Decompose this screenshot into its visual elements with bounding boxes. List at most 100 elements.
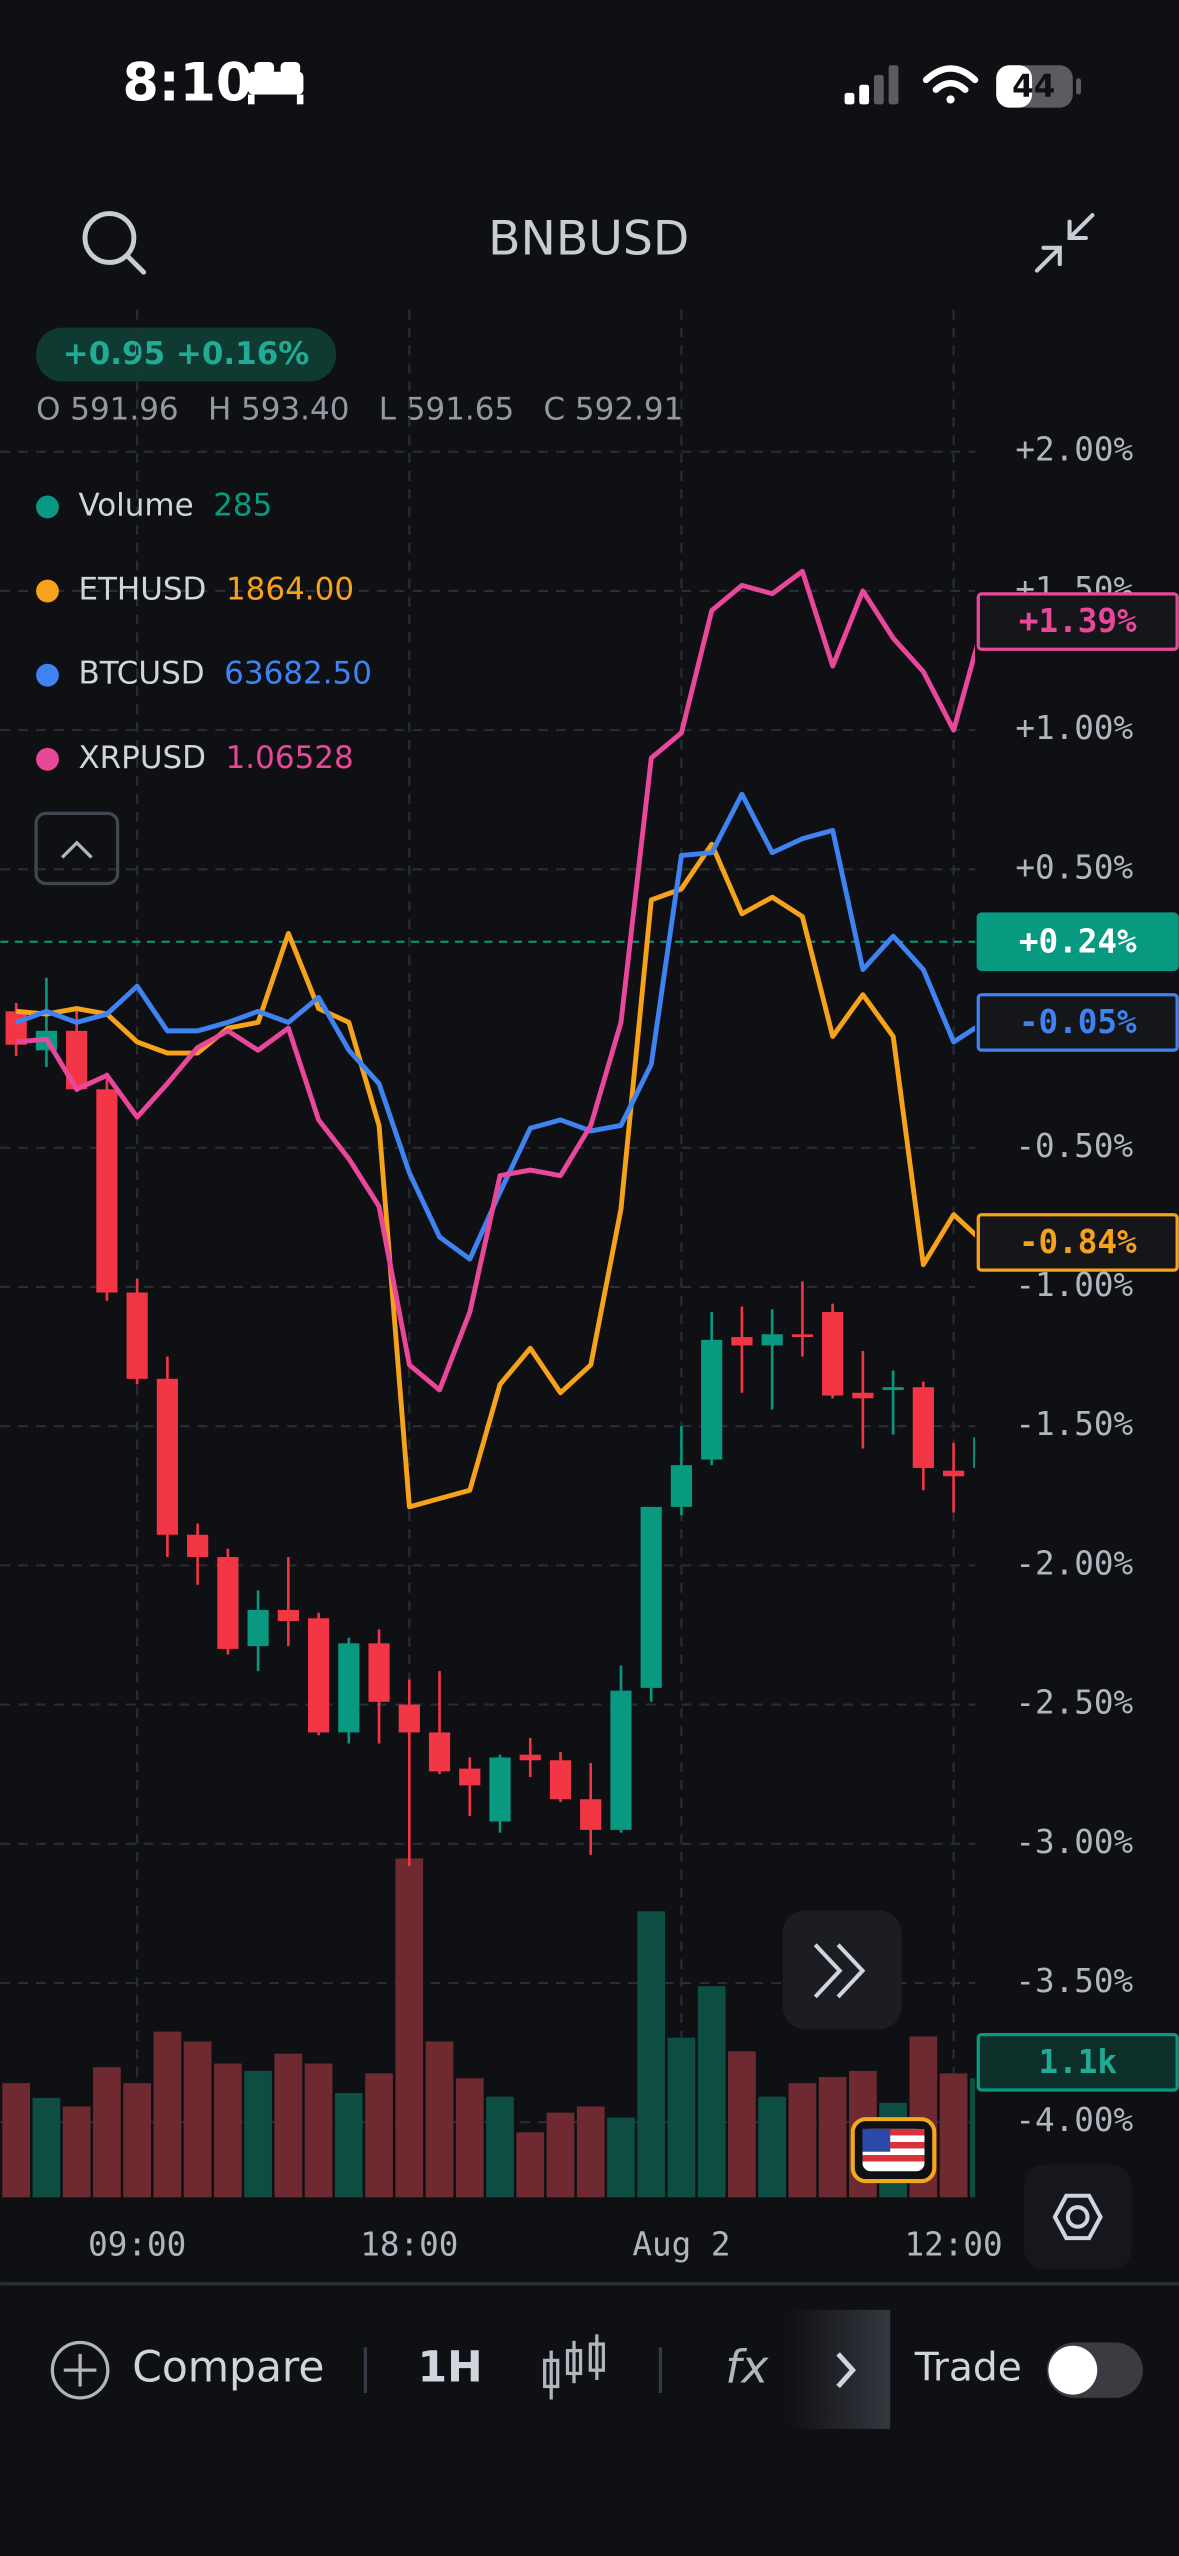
ohlc-key: L bbox=[379, 391, 397, 427]
legend-value: 1.06528 bbox=[226, 740, 354, 776]
y-tick-label: -2.00% bbox=[1015, 1544, 1133, 1582]
price-badge-label: 1.1k bbox=[1038, 2043, 1117, 2081]
volume-bar bbox=[788, 2083, 817, 2198]
volume-bar bbox=[395, 1858, 424, 2198]
candle-body bbox=[489, 1757, 511, 1822]
candle-body bbox=[277, 1609, 299, 1622]
region-flag-button[interactable] bbox=[850, 2117, 937, 2184]
legend-swatch bbox=[36, 747, 59, 771]
signal-icon bbox=[844, 65, 899, 105]
candle-body bbox=[610, 1690, 632, 1830]
candle-body bbox=[368, 1643, 390, 1702]
volume-bar bbox=[183, 2041, 212, 2198]
legend-value: 1864.00 bbox=[226, 572, 354, 608]
candle-body bbox=[66, 1030, 88, 1090]
volume-bar bbox=[304, 2063, 333, 2198]
battery: 44 bbox=[996, 65, 1081, 108]
x-tick-label: 12:00 bbox=[905, 2225, 1003, 2263]
price-badge bbox=[976, 592, 1179, 651]
volume-bar bbox=[365, 2073, 393, 2198]
compare-line bbox=[15, 791, 976, 1262]
candle-body bbox=[459, 1768, 481, 1786]
interval-button[interactable]: 1H bbox=[418, 2343, 483, 2392]
candle-body bbox=[761, 1334, 783, 1346]
candle-body bbox=[822, 1312, 844, 1396]
trade-toggle[interactable] bbox=[1046, 2342, 1143, 2398]
volume-bar bbox=[244, 2070, 272, 2198]
x-tick-label: 18:00 bbox=[360, 2225, 458, 2263]
price-badge bbox=[976, 912, 1179, 972]
candle-body bbox=[973, 1437, 976, 1468]
chart-settings-button[interactable] bbox=[1023, 2164, 1132, 2270]
volume-bar bbox=[758, 2096, 787, 2198]
price-badge bbox=[976, 1213, 1179, 1272]
candle-body bbox=[428, 1732, 451, 1772]
candle-body bbox=[307, 1618, 330, 1733]
candle-body bbox=[701, 1339, 723, 1460]
more-tools-button[interactable] bbox=[787, 2309, 891, 2429]
x-tick-label: Aug 2 bbox=[632, 2225, 730, 2263]
candle-body bbox=[942, 1470, 965, 1477]
candle-body bbox=[519, 1754, 541, 1761]
volume-bar bbox=[123, 2083, 152, 2198]
battery-level: 44 bbox=[1012, 69, 1055, 105]
scroll-to-latest-button[interactable] bbox=[782, 1910, 902, 2030]
candle-body bbox=[731, 1337, 753, 1346]
compare-line bbox=[15, 568, 976, 1393]
candle-body bbox=[640, 1506, 662, 1688]
ohlc-value: 592.91 bbox=[575, 391, 683, 427]
legend-swatch bbox=[36, 495, 59, 519]
candle-body bbox=[791, 1334, 813, 1338]
chart-style-button[interactable] bbox=[543, 2334, 605, 2400]
y-tick-label: -1.50% bbox=[1015, 1405, 1133, 1443]
compare-line bbox=[15, 841, 976, 1510]
indicators-button[interactable]: fx bbox=[725, 2341, 769, 2394]
legend-name: BTCUSD bbox=[78, 656, 204, 692]
y-tick-label: -2.50% bbox=[1015, 1684, 1133, 1722]
plot-area bbox=[0, 309, 976, 2198]
volume-bar bbox=[637, 1911, 666, 2198]
candle-body bbox=[96, 1089, 118, 1293]
volume-bar bbox=[667, 2037, 696, 2198]
search-button[interactable] bbox=[82, 211, 147, 275]
volume-bar bbox=[969, 2078, 976, 2198]
y-tick-label: +1.00% bbox=[1015, 709, 1133, 747]
price-badge-label: -0.05% bbox=[1019, 1003, 1137, 1041]
ohlc-value: 591.65 bbox=[406, 391, 514, 427]
candle-body bbox=[398, 1704, 420, 1733]
legend-name: Volume bbox=[78, 487, 193, 523]
y-tick-label: -3.00% bbox=[1015, 1823, 1133, 1861]
ohlc-key: H bbox=[208, 391, 231, 427]
volume-bar bbox=[728, 2051, 756, 2198]
volume-bar bbox=[697, 1986, 726, 2198]
y-tick-label: -0.50% bbox=[1015, 1127, 1133, 1165]
volume-bar bbox=[939, 2073, 968, 2198]
collapse-button[interactable] bbox=[1034, 213, 1095, 273]
legend-name: XRPUSD bbox=[78, 740, 206, 776]
volume-bar bbox=[274, 2053, 303, 2198]
collapse-legend-button[interactable] bbox=[34, 811, 120, 886]
price-axis: +2.00%+1.50%+1.00%+0.50%-0.50%-1.00%-1.5… bbox=[88, 431, 1179, 2263]
candle-body bbox=[338, 1643, 360, 1733]
volume-bar bbox=[607, 2117, 635, 2198]
y-tick-label: +0.50% bbox=[1015, 848, 1133, 886]
volume-bar bbox=[576, 2106, 605, 2198]
y-tick-label: -1.00% bbox=[1015, 1266, 1133, 1304]
candle-body bbox=[670, 1465, 693, 1507]
candle-body bbox=[126, 1292, 148, 1379]
compare-button[interactable]: Compare bbox=[50, 2340, 324, 2400]
legend-swatch bbox=[36, 579, 59, 603]
ohlc-key: O bbox=[36, 391, 60, 427]
legend-value: 285 bbox=[213, 487, 272, 523]
ohlc-row: O 591.96 H 593.40 L 591.65 C 592.91 bbox=[36, 391, 683, 427]
change-pill bbox=[36, 327, 337, 382]
status-time: 8:10 bbox=[122, 53, 252, 113]
volume-bar bbox=[93, 2067, 121, 2198]
volume-bar bbox=[455, 2078, 484, 2198]
volume-bar bbox=[334, 2092, 363, 2198]
compare-label[interactable]: Compare bbox=[132, 2343, 324, 2392]
symbol-title[interactable]: BNBUSD bbox=[488, 211, 689, 266]
ohlc-key: C bbox=[544, 391, 566, 427]
